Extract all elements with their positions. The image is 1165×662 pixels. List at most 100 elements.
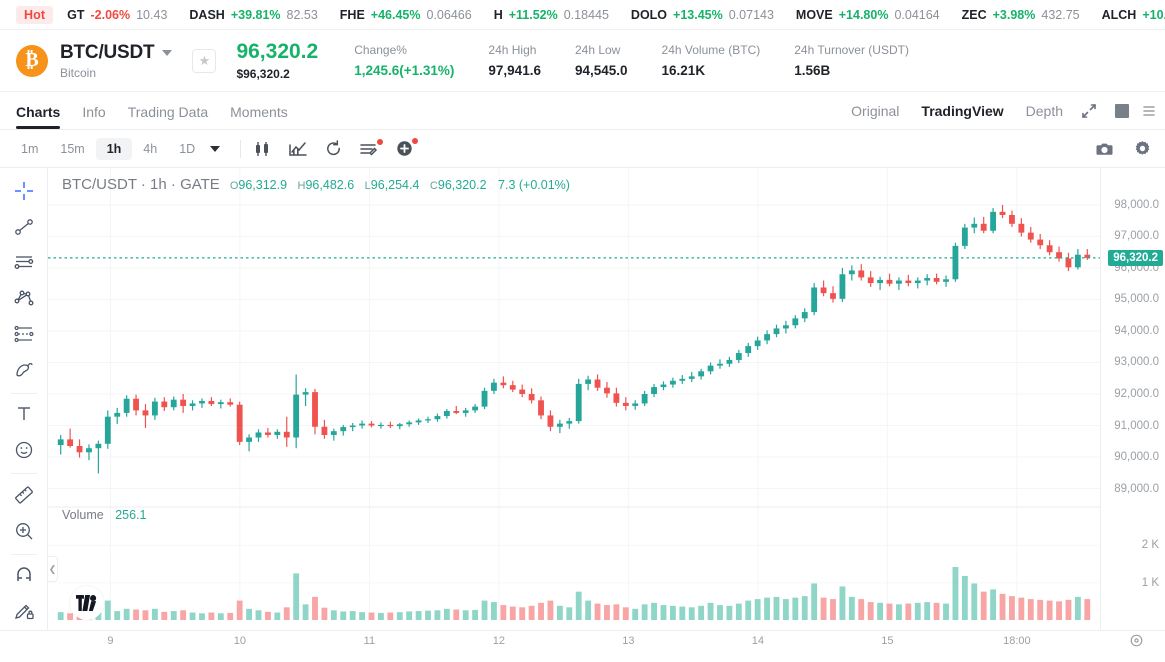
price-axis-label: 91,000.0 [1114,419,1159,432]
lock-draw-icon[interactable] [7,594,41,628]
ticker-item[interactable]: DASH +39.81% 82.53 [189,8,317,22]
crosshair-icon[interactable] [7,174,41,208]
timeframe-1h[interactable]: 1h [95,137,133,160]
chart-legend: BTC/USDT · 1h · GATE O96,312.9 H96,482.6… [62,176,570,193]
ticker-item[interactable]: ZEC +3.98% 432.75 [962,8,1080,22]
time-axis-label: 13 [622,635,635,647]
ticker-price: 0.18445 [563,7,609,22]
ticker-item[interactable]: H +11.52% 0.18445 [494,8,609,22]
text-icon[interactable] [7,398,41,432]
price-axis[interactable]: 98,000.0 97,000.0 96,000.0 95,000.0 94,000.0… [1100,168,1165,630]
tab-trading-data[interactable]: Trading Data [127,104,209,120]
market-stat-label: 24h Low [574,43,621,58]
magnet-icon[interactable] [7,559,41,593]
ticker-item[interactable]: ALCH+10.79%0.16227 [1102,8,1165,22]
tab-moments[interactable]: Moments [230,104,288,120]
favorite-star-icon[interactable]: ★ [192,48,217,73]
coin-full-name: Bitcoin [60,65,97,80]
ticker-symbol: H [493,7,503,22]
tab-info[interactable]: Info [82,104,106,120]
ohlc-low-label: L [364,180,371,192]
tab-charts[interactable]: Charts [16,94,61,129]
chart-legend-ohlc: O96,312.9 H96,482.6 L96,254.4 C96,320.2 … [230,178,570,192]
price-axis-label: 94,000.0 [1114,324,1159,337]
ticker-change: +3.98% [992,7,1036,22]
menu-icon[interactable] [1143,104,1155,118]
emoji-icon[interactable] [7,433,41,467]
timeframe-4h[interactable]: 4h [143,141,158,156]
square-icon[interactable] [1115,103,1129,118]
volume-value: 256.1 [115,508,147,522]
bitcoin-logo-icon: ₿ [16,44,48,77]
volume-legend: Volume 256.1 [62,508,146,522]
time-settings-icon[interactable] [1130,634,1143,652]
chart-mode-original[interactable]: Original [851,102,900,119]
ticker-change: +14.80% [838,7,889,22]
camera-icon[interactable] [1096,141,1114,157]
chart-mode-tradingview[interactable]: TradingView [921,102,1004,119]
section-tabs[interactable]: Charts Info Trading Data Moments [16,92,310,129]
time-axis-label: 9 [107,635,114,647]
chart-mode-controls[interactable]: Original TradingView Depth [829,103,1155,119]
price-axis-label: 93,000.0 [1114,356,1159,369]
last-price: 96,320.2 [236,39,319,63]
market-stat: 24h High 97,941.6 [488,43,541,78]
price-axis-label: 92,000.0 [1114,388,1159,400]
collapse-toolbar-icon[interactable]: ❮ [48,556,58,582]
ohlc-change: 7.3 (+0.01%) [498,178,570,192]
time-axis-label: 10 [233,635,246,647]
price-axis-label: 90,000.0 [1114,451,1159,464]
ticker-items[interactable]: GT -2.06% 10.43 DASH +39.81% 82.53 FHE +46.45% 0… [67,8,1165,22]
expand-icon[interactable] [1081,103,1097,119]
price-axis-label: 89,000.0 [1114,482,1159,495]
candlestick-icon[interactable] [253,141,271,157]
price-axis-label: 95,000.0 [1114,293,1159,306]
pitchfork-icon[interactable] [7,281,41,315]
timeframe-1D[interactable]: 1D [179,141,196,156]
tradingview-logo-icon[interactable] [70,586,104,620]
pair-name-block[interactable]: BTC/USDT Bitcoin [60,42,173,80]
ruler-icon[interactable] [7,478,41,512]
horizontal-lines-icon[interactable] [7,246,41,280]
ticker-change: -2.06% [90,7,131,22]
fib-retracement-icon[interactable] [7,317,41,351]
market-stat: Change% 1,245.6(+1.31%) [354,43,454,78]
market-stat-value: 16.21K [661,62,706,78]
pair-header: ₿ BTC/USDT Bitcoin ★ 96,320.2 $96,320.2 … [0,30,1165,92]
ohlc-open-label: O [229,180,239,192]
gear-icon[interactable] [1134,140,1151,157]
add-indicator-icon[interactable] [396,138,419,157]
ticker-symbol: MOVE [795,7,833,22]
ticker-price: 10.43 [136,7,168,22]
market-stat: 24h Turnover (USDT) 1.56B [794,43,909,78]
ticker-price: 432.75 [1041,7,1080,22]
ohlc-open-value: 96,312.9 [238,178,288,192]
brush-icon[interactable] [7,353,41,387]
trendline-icon[interactable] [7,210,41,244]
timeframe-15m[interactable]: 15m [60,141,85,156]
market-stat: 24h Volume (BTC) 16.21K [662,43,761,78]
zoom-in-icon[interactable] [7,514,41,548]
indicators-icon[interactable] [289,141,307,157]
ohlc-close-value: 96,320.2 [437,178,487,192]
ohlc-low-value: 96,254.4 [370,178,420,192]
timeframe-1m[interactable]: 1m [21,141,39,156]
chevron-down-icon[interactable] [162,49,173,56]
timeframe-more-icon[interactable] [210,145,221,152]
ticker-item[interactable]: DOLO +13.45% 0.07143 [631,8,774,22]
order-list-icon[interactable] [360,138,384,157]
drawing-toolbar[interactable] [0,168,48,630]
ticker-item[interactable]: MOVE +14.80% 0.04164 [796,8,940,22]
refresh-icon[interactable] [325,140,342,157]
ticker-item[interactable]: GT -2.06% 10.43 [67,8,167,22]
chart-mode-depth[interactable]: Depth [1025,102,1063,119]
ticker-price: 0.07143 [728,7,774,22]
market-ticker-bar[interactable]: Hot GT -2.06% 10.43 DASH +39.81% 82.53 FHE +46.… [0,0,1165,30]
ticker-price: 82.53 [286,7,318,22]
chart-canvas[interactable]: BTC/USDT · 1h · GATE O96,312.9 H96,482.6… [48,168,1100,630]
time-axis[interactable]: 9 10 11 12 13 14 15 18:00 [0,630,1165,652]
ticker-item[interactable]: FHE +46.45% 0.06466 [340,8,472,22]
chart-legend-title: BTC/USDT · 1h · GATE [62,176,220,193]
timeframe-group[interactable]: 1m 15m 1h 4h 1D [10,137,206,160]
ticker-symbol: ZEC [961,7,987,22]
